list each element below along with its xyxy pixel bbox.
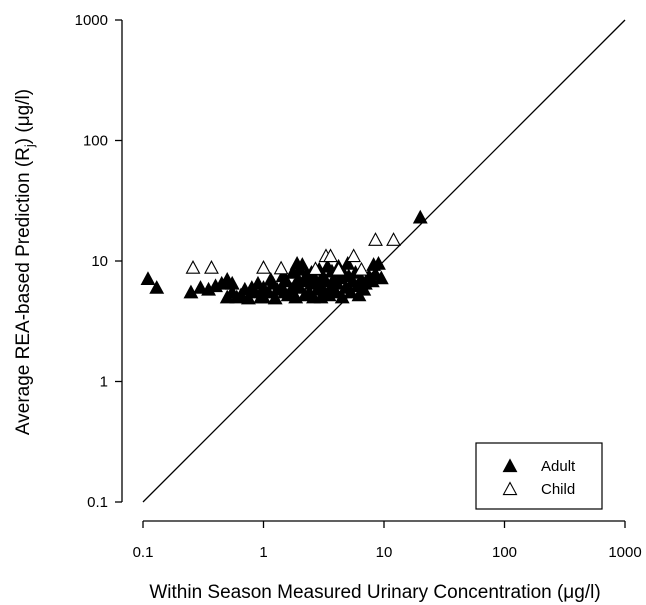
data-point-adult (412, 209, 428, 224)
series-adult-points (140, 209, 428, 305)
legend-label-adult: Adult (541, 458, 576, 475)
data-point-child (256, 260, 271, 274)
x-tick-label: 100 (492, 544, 517, 561)
y-axis-title-subscript: j (22, 144, 37, 148)
legend-marker-child (502, 481, 518, 496)
y-axis-title-main: Average REA-based Prediction (R (13, 147, 34, 435)
legend: Adult Child (475, 442, 603, 510)
data-point-child (354, 261, 369, 276)
data-point-child (185, 260, 201, 274)
legend-triangle-filled-icon (502, 458, 518, 473)
y-tick-label: 1000 (75, 12, 108, 29)
data-point-adult (149, 280, 165, 294)
x-tick-label: 1 (259, 544, 267, 561)
data-point-adult (279, 273, 294, 288)
data-point-adult (294, 257, 310, 271)
data-point-adult (373, 270, 389, 285)
legend-triangle-open-icon (502, 481, 518, 496)
x-tick-label: 10 (376, 544, 393, 561)
y-tick-label: 10 (91, 253, 108, 270)
data-point-child (308, 261, 323, 275)
series-child-points (185, 232, 401, 276)
data-point-child (273, 260, 289, 275)
x-tick-label: 0.1 (133, 544, 154, 561)
data-point-adult (193, 280, 208, 294)
y-axis-ticks: 0.1 1 10 100 1000 (75, 12, 122, 511)
x-tick-label: 1000 (608, 544, 641, 561)
data-point-adult (140, 271, 156, 285)
data-point-adult (340, 256, 356, 270)
y-tick-label: 0.1 (87, 494, 108, 511)
data-point-child (368, 232, 383, 246)
y-tick-label: 100 (83, 133, 108, 150)
x-axis-title: Within Season Measured Urinary Concentra… (149, 582, 600, 603)
y-axis-title: Average REA-based Prediction (Rj) (μg/l) (13, 89, 37, 435)
data-point-child (323, 248, 338, 263)
reference-line-1-to-1 (142, 19, 626, 503)
legend-label-child: Child (541, 481, 575, 498)
data-point-adult (371, 256, 386, 270)
data-point-adult (224, 275, 240, 290)
y-tick-label: 1 (100, 374, 108, 391)
data-point-child (346, 248, 362, 263)
x-axis-ticks: 0.1 1 10 100 1000 (133, 521, 642, 561)
plot-area: 0.1 1 10 100 1000 0.1 1 10 100 1000 (75, 12, 642, 561)
legend-marker-adult (502, 458, 518, 473)
data-point-child (204, 260, 219, 274)
data-point-child (386, 232, 401, 246)
data-point-child (331, 261, 347, 276)
legend-box (475, 442, 603, 510)
y-axis-title-end: ) (μg/l) (13, 89, 34, 144)
